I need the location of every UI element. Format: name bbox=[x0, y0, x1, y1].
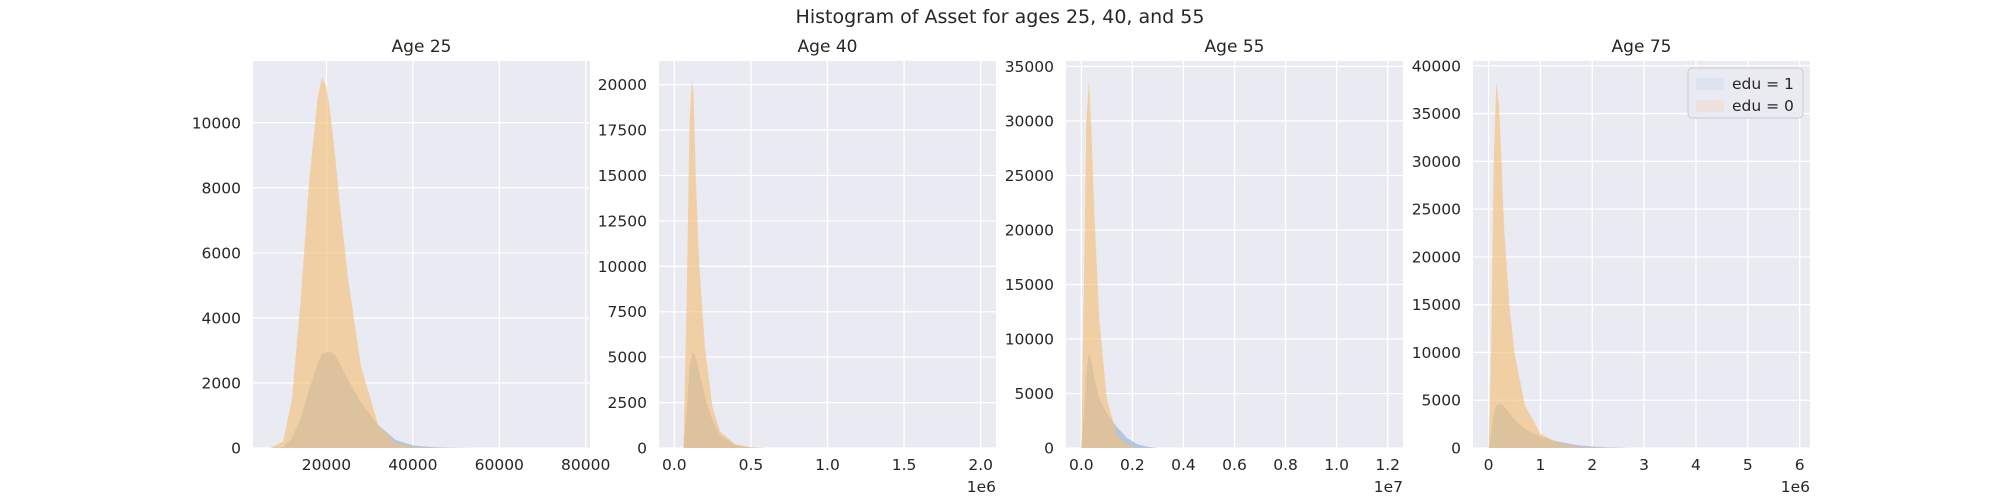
legend-swatch bbox=[1696, 78, 1724, 90]
y-tick-label: 4000 bbox=[202, 309, 241, 327]
y-tick-label: 0 bbox=[1044, 440, 1054, 458]
figure-title: Histogram of Asset for ages 25, 40, and … bbox=[795, 6, 1205, 28]
x-tick-label: 5 bbox=[1743, 456, 1753, 474]
series-area-edu-0 bbox=[1488, 82, 1603, 448]
y-tick-label: 0 bbox=[637, 440, 647, 458]
y-tick-label: 6000 bbox=[202, 244, 241, 262]
x-tick-label: 80000 bbox=[561, 456, 610, 474]
y-tick-label: 12500 bbox=[598, 212, 647, 230]
legend-swatch bbox=[1696, 100, 1724, 112]
x-tick-label: 0.6 bbox=[1222, 456, 1247, 474]
x-tick-label: 1.2 bbox=[1375, 456, 1400, 474]
subplot-1: 20000 40000 60000 80000 0 2000 4000 6000 8000 100… bbox=[192, 37, 611, 474]
y-tick-label: 20000 bbox=[598, 76, 647, 94]
y-tick-label: 5000 bbox=[1015, 385, 1054, 403]
series-area-edu-0 bbox=[683, 79, 767, 448]
x-tick-label: 0 bbox=[1484, 456, 1494, 474]
y-tick-label: 30000 bbox=[1412, 153, 1461, 171]
y-tick-label: 15000 bbox=[598, 167, 647, 185]
subplot-2: 0.0 0.5 1.0 1.5 2.0 0 2500 5000 7500 10000 12500 15… bbox=[598, 37, 996, 496]
y-tick-label: 10000 bbox=[598, 258, 647, 276]
x-tick-label: 3 bbox=[1639, 456, 1649, 474]
y-tick-label: 25000 bbox=[1412, 201, 1461, 219]
x-tick-label: 1.5 bbox=[892, 456, 917, 474]
y-tick-label: 10000 bbox=[1005, 330, 1054, 348]
y-tick-label: 15000 bbox=[1005, 276, 1054, 294]
x-tick-label: 1.0 bbox=[815, 456, 840, 474]
y-tick-label: 0 bbox=[1451, 440, 1461, 458]
subplot-title: Age 40 bbox=[798, 37, 858, 57]
x-tick-label: 1.0 bbox=[1324, 456, 1349, 474]
x-tick-label: 20000 bbox=[302, 456, 351, 474]
y-tick-label: 2000 bbox=[202, 374, 241, 392]
legend-label: edu = 0 bbox=[1732, 97, 1794, 115]
plot-area bbox=[1473, 61, 1810, 448]
x-tick-label: 40000 bbox=[388, 456, 437, 474]
x-tick-label: 0.0 bbox=[1069, 456, 1094, 474]
subplot-3: 0.0 0.2 0.4 0.6 0.8 1.0 1.2 0 5000 10000 15000 2000… bbox=[1005, 37, 1403, 496]
x-tick-label: 2 bbox=[1587, 456, 1597, 474]
subplot-4: 0 1 2 3 4 5 6 0 5000 10000 15000 20000 25000 30000 350… bbox=[1412, 37, 1810, 496]
subplot-title: Age 25 bbox=[392, 37, 452, 57]
axis-offset-label: 1e7 bbox=[1374, 478, 1403, 496]
subplot-title: Age 55 bbox=[1205, 37, 1265, 57]
y-tick-label: 40000 bbox=[1412, 57, 1461, 75]
y-tick-label: 25000 bbox=[1005, 167, 1054, 185]
x-tick-label: 0.0 bbox=[662, 456, 687, 474]
y-tick-label: 10000 bbox=[192, 114, 241, 132]
x-tick-label: 1 bbox=[1535, 456, 1545, 474]
y-tick-label: 5000 bbox=[1422, 392, 1461, 410]
x-tick-label: 6 bbox=[1795, 456, 1805, 474]
y-tick-label: 10000 bbox=[1412, 344, 1461, 362]
series-area-edu-0 bbox=[270, 77, 435, 449]
y-tick-label: 35000 bbox=[1005, 58, 1054, 76]
x-tick-label: 0.5 bbox=[739, 456, 764, 474]
x-tick-label: 60000 bbox=[475, 456, 524, 474]
series-area-edu-0 bbox=[1081, 79, 1138, 448]
y-tick-label: 15000 bbox=[1412, 296, 1461, 314]
y-tick-label: 7500 bbox=[608, 303, 647, 321]
y-tick-label: 30000 bbox=[1005, 112, 1054, 130]
x-tick-label: 4 bbox=[1691, 456, 1701, 474]
x-tick-label: 0.4 bbox=[1171, 456, 1196, 474]
x-tick-label: 0.2 bbox=[1120, 456, 1145, 474]
y-tick-label: 0 bbox=[231, 440, 241, 458]
x-tick-label: 0.8 bbox=[1273, 456, 1298, 474]
y-tick-label: 20000 bbox=[1412, 248, 1461, 266]
y-tick-label: 8000 bbox=[202, 179, 241, 197]
y-tick-label: 17500 bbox=[598, 122, 647, 140]
subplot-title: Age 75 bbox=[1612, 37, 1672, 57]
y-tick-label: 2500 bbox=[608, 394, 647, 412]
y-tick-label: 5000 bbox=[608, 349, 647, 367]
legend-label: edu = 1 bbox=[1732, 75, 1794, 93]
legend: edu = 1 edu = 0 bbox=[1687, 67, 1804, 119]
axis-offset-label: 1e6 bbox=[1781, 478, 1810, 496]
x-tick-label: 2.0 bbox=[968, 456, 993, 474]
axis-offset-label: 1e6 bbox=[967, 478, 996, 496]
y-tick-label: 20000 bbox=[1005, 221, 1054, 239]
y-tick-label: 35000 bbox=[1412, 105, 1461, 123]
